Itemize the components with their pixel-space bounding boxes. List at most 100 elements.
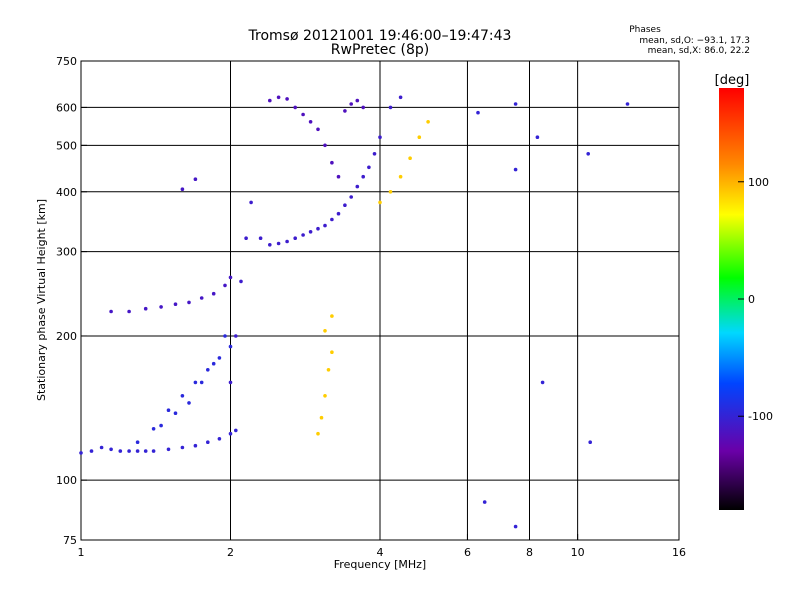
chart-header: Tromsø 20121001 19:46:00–19:47:43 RwPret… [248,25,750,58]
data-point [223,283,227,288]
data-point [388,190,393,194]
data-point [330,217,334,222]
data-point [316,226,320,231]
data-point [625,102,630,106]
data-point [228,275,233,280]
data-point [388,105,393,110]
data-point [143,306,148,311]
data-point [372,152,377,156]
data-point [330,350,334,355]
data-point [330,160,334,165]
data-point [323,329,327,333]
data-point [151,427,156,431]
data-point [513,167,518,172]
data-point [540,380,545,385]
colorbar-ticks: 100 0 -100 [738,176,773,423]
data-point [398,174,403,179]
data-point [234,334,238,338]
y-axis: 75 100 200 300 400 500 600 750 [56,55,87,547]
data-point [228,344,233,349]
data-point [361,174,366,179]
data-point [361,105,366,110]
data-point [239,279,243,284]
y-tick-label: 300 [56,246,77,259]
data-point [316,431,320,436]
data-point [249,200,253,205]
x-tick-label: 2 [227,546,234,559]
data-point [79,451,83,455]
data-point [180,394,185,398]
data-point [336,211,341,216]
data-point [378,135,382,139]
data-point [293,105,298,110]
data-point [180,445,185,450]
data-point [135,440,140,445]
data-point [378,200,382,205]
colorbar-tick-label: -100 [748,410,773,423]
data-point [276,95,281,100]
data-point [336,174,341,179]
x-tick-label: 6 [464,546,471,559]
stats-heading: Phases [629,25,661,35]
data-point [285,239,289,244]
data-points [79,95,630,529]
data-point [513,102,518,106]
data-point [323,394,327,398]
data-point [323,223,327,228]
data-point [343,203,347,207]
grid-lines [81,61,679,540]
colorbar: [deg] 100 0 -100 [715,73,773,510]
data-point [159,423,163,428]
data-point [586,152,590,156]
data-point [417,135,422,139]
data-point [173,302,178,307]
y-tick-label: 500 [56,139,77,152]
data-point [206,368,210,372]
data-point [109,309,113,314]
data-point [330,314,334,318]
data-point [301,233,305,237]
data-point [293,236,298,240]
y-tick-label: 600 [56,101,77,114]
y-axis-label: Stationary phase Virtual Height [km] [35,199,48,401]
data-point [89,449,94,453]
data-point [211,291,216,296]
data-point [206,440,210,445]
y-tick-label: 750 [56,55,77,68]
data-point [217,356,222,360]
y-tick-label: 200 [56,330,77,343]
x-tick-label: 16 [672,546,686,559]
x-tick-label: 10 [571,546,585,559]
data-point [118,449,123,453]
data-point [349,102,354,106]
data-point [223,334,227,338]
colorbar-tick-label: 100 [748,176,769,189]
data-point [426,120,430,124]
data-point [355,184,360,189]
data-point [343,109,347,113]
data-point [127,449,131,453]
data-point [535,135,540,139]
data-point [482,500,487,504]
colorbar-tick-label: 0 [748,293,755,306]
data-point [143,449,148,453]
data-point [323,143,327,148]
data-point [217,437,222,441]
x-axis: 1 2 4 6 8 10 16 [78,534,686,559]
data-point [308,230,313,234]
data-point [199,380,204,385]
data-point [199,296,204,300]
colorbar-label: [deg] [715,73,750,88]
chart-title: Tromsø 20121001 19:46:00–19:47:43 [248,28,512,44]
data-point [187,401,191,405]
data-point [109,447,113,452]
data-point [187,300,191,305]
data-point [193,177,198,181]
data-point [513,524,518,529]
data-point [355,98,360,103]
data-point [180,187,185,191]
data-point [398,95,403,100]
stats-line-x: mean, sd,X: 86.0, 22.2 [648,46,750,56]
